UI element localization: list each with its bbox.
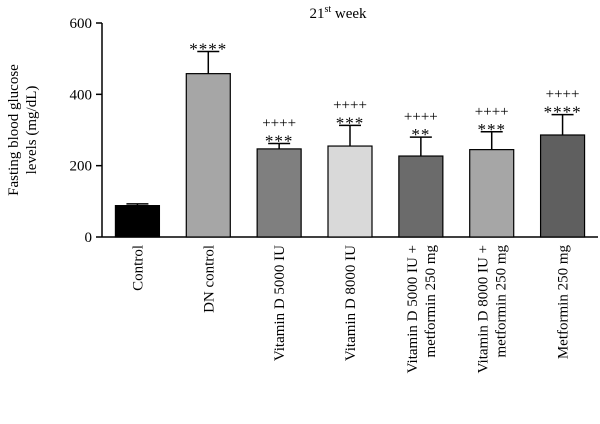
significance-plus: ++++: [262, 116, 296, 132]
x-tick-label-line: DN control: [201, 245, 217, 313]
bar: [185, 73, 231, 238]
bar: [256, 148, 302, 238]
significance-stars: ***: [336, 113, 365, 132]
chart-title-suffix: week: [331, 6, 367, 22]
chart-title-superscript: st: [324, 4, 331, 15]
significance-stars: ****: [544, 103, 582, 122]
x-tick-label-line: Metformin 250 mg: [556, 245, 572, 360]
x-tick-label-line: Control: [130, 245, 146, 291]
significance-plus: ++++: [475, 104, 509, 120]
x-tick-label-line: metformin 250 mg: [494, 245, 510, 358]
chart-title: 21st week: [309, 4, 367, 22]
x-tick-label-line: Vitamin D 8000 IU +: [476, 245, 492, 373]
x-tick-label: Metformin 250 mg: [556, 245, 572, 360]
significance-stars: ***: [477, 120, 506, 139]
x-tick-label: Control: [130, 245, 146, 291]
x-axis-labels: Control DN control Vitamin D 5000 IU Vitami…: [130, 245, 571, 374]
x-tick-label-line: Vitamin D 8000 IU: [343, 245, 359, 361]
bar: [539, 134, 586, 238]
bar: [327, 145, 373, 238]
y-axis-label: Fasting blood glucose levels (mg/dL): [6, 64, 40, 196]
y-tick-label: 0: [85, 230, 93, 246]
y-axis-label-line2: levels (mg/dL): [24, 86, 40, 175]
x-tick-label: DN control: [201, 245, 217, 313]
x-tick-label: Vitamin D 5000 IU: [272, 245, 288, 361]
x-tick-label-line: metformin 250 mg: [423, 245, 439, 358]
significance-stars: ****: [189, 40, 227, 59]
significance-plus: ++++: [404, 109, 438, 125]
x-tick-label: Vitamin D 8000 IU + metformin 250 mg: [476, 245, 510, 374]
x-tick-label-line: Vitamin D 5000 IU: [272, 245, 288, 361]
y-tick-label: 200: [70, 159, 93, 175]
bar: [398, 155, 444, 238]
bars-group: *******++++ ***++++**++++***++++ ****++++: [114, 40, 586, 238]
significance-plus: ++++: [546, 87, 580, 103]
y-tick-label: 400: [70, 87, 93, 103]
y-tick-label: 600: [70, 16, 93, 32]
significance-stars: ***: [265, 132, 294, 151]
significance-stars: **: [411, 125, 430, 144]
significance-plus: ++++: [333, 97, 367, 113]
y-axis-label-line1: Fasting blood glucose: [6, 64, 22, 196]
bar: [114, 205, 161, 238]
x-tick-label-line: Vitamin D 5000 IU +: [405, 245, 421, 373]
bar: [469, 149, 515, 238]
x-tick-label: Vitamin D 5000 IU + metformin 250 mg: [405, 245, 439, 374]
x-tick-label: Vitamin D 8000 IU: [343, 245, 359, 361]
chart-title-number: 21: [309, 6, 324, 22]
